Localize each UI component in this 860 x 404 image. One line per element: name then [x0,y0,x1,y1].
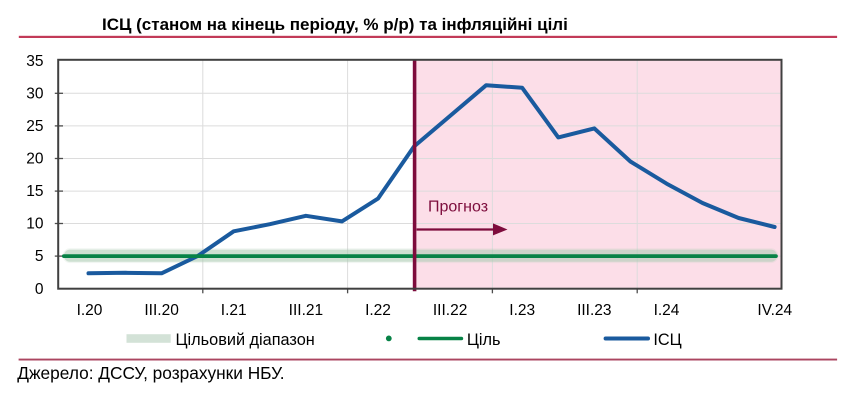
svg-text:15: 15 [26,183,43,200]
svg-text:5: 5 [35,248,44,265]
svg-text:III.23: III.23 [577,302,611,319]
svg-text:III.21: III.21 [289,302,323,319]
svg-text:35: 35 [26,53,43,70]
svg-text:I.21: I.21 [221,302,247,319]
svg-text:I.22: I.22 [365,302,391,319]
svg-text:I.20: I.20 [77,302,103,319]
svg-text:IV.24: IV.24 [757,302,792,319]
svg-text:10: 10 [26,216,44,233]
svg-text:ІСЦ (станом на кінець періоду,: ІСЦ (станом на кінець періоду, % р/р) та… [102,15,568,34]
svg-text:Цільовий діапазон: Цільовий діапазон [176,331,315,349]
svg-text:I.24: I.24 [654,302,680,319]
svg-text:Джерело: ДССУ, розрахунки НБУ.: Джерело: ДССУ, розрахунки НБУ. [17,363,284,383]
svg-text:25: 25 [26,118,43,135]
svg-text:30: 30 [26,85,44,102]
svg-text:Прогноз: Прогноз [428,199,488,216]
svg-text:III.20: III.20 [144,302,179,319]
svg-text:Ціль: Ціль [467,331,501,349]
svg-text:I.23: I.23 [509,302,535,319]
svg-text:III.22: III.22 [433,302,467,319]
svg-text:20: 20 [26,151,44,168]
svg-text:ІСЦ: ІСЦ [653,331,681,349]
svg-text:0: 0 [35,281,44,298]
